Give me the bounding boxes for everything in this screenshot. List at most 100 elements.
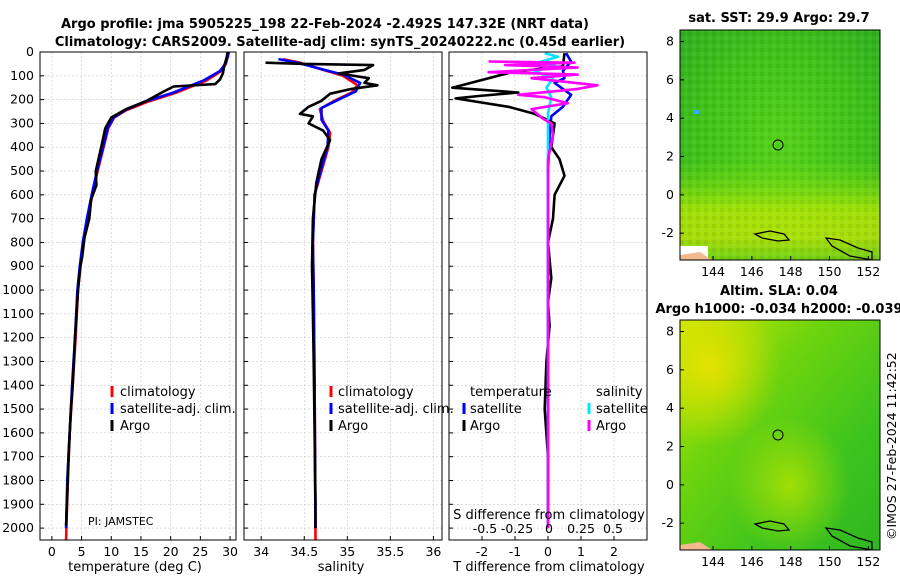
legend-label-argo: Argo	[120, 419, 150, 434]
y-tick-label: 200	[10, 92, 34, 107]
legend-label-argo: Argo	[338, 419, 368, 434]
series-line-salinity-argo	[487, 60, 599, 529]
difference-ticks: -2 -1 0 1 2	[449, 51, 618, 559]
y-tick-label: 600	[10, 187, 34, 202]
s-tick-label: -0.5	[473, 521, 497, 536]
salinity-axes-box	[243, 51, 443, 541]
sst-map-title: sat. SST: 29.9 Argo: 29.7	[688, 11, 869, 26]
sst-map-ticks: 144 146 148 150 152 8 6 4 2 0 -2	[662, 34, 881, 280]
difference-legend: temperature salinity satellite Argo sate…	[462, 385, 648, 434]
y-tick-label: 1500	[2, 401, 34, 416]
temperature-lines	[64, 51, 231, 541]
sst-map-frame	[679, 29, 881, 261]
y-tick-label: 800	[10, 234, 34, 249]
y-tick-label: 1600	[2, 425, 34, 440]
map-y-tick-label: 0	[666, 187, 674, 202]
map-x-tick-label: 144	[701, 554, 725, 569]
timestamp: ©IMOS 27-Feb-2024 11:42:52	[884, 352, 899, 540]
y-tick-label: 500	[10, 163, 34, 178]
x-tick-label: 10	[103, 544, 119, 559]
series-line-argo	[64, 51, 229, 526]
map-y-tick-label: 0	[666, 477, 674, 492]
s-diff-ticks: -0.5 -0.25 0 0.25 0.5	[473, 521, 623, 536]
y-tick-label: 1200	[2, 330, 34, 345]
legend-label-climatology: climatology	[120, 385, 196, 400]
y-tick-label: 300	[10, 115, 34, 130]
s-tick-label: 0	[545, 521, 553, 536]
x-tick-label: 20	[163, 544, 179, 559]
map-x-tick-label: 148	[779, 264, 803, 279]
pi-label: PI: JAMSTEC	[88, 515, 154, 528]
legend-label-s-argo: Argo	[596, 419, 626, 434]
y-tick-label: 100	[10, 68, 34, 83]
y-tick-label: 1100	[2, 306, 34, 321]
y-tick-label: 700	[10, 211, 34, 226]
legend-label-satellite-adj: satellite-adj. clim.	[120, 402, 236, 417]
sst-map: sat. SST: 29.9 Argo: 29.7 144 146 148 150 15…	[662, 11, 881, 279]
salinity-ticks: 34 34.5 35 35.5 36	[244, 51, 441, 559]
map-x-tick-label: 146	[740, 264, 764, 279]
legend-title-temperature: temperature	[470, 385, 552, 400]
sst-field-texture	[680, 30, 880, 260]
map-x-tick-label: 144	[701, 264, 725, 279]
temperature-ticks: 0100200300400500600700800900100011001200…	[2, 44, 238, 559]
map-x-tick-label: 148	[779, 554, 803, 569]
series-line-climatology	[64, 51, 230, 541]
t-diff-xlabel: T difference from climatology	[452, 560, 645, 575]
x-tick-label: 25	[192, 544, 208, 559]
sst-cold-pixel	[694, 110, 699, 114]
sla-map-title-line2: Argo h1000: -0.034 h2000: -0.039	[655, 302, 900, 317]
map-x-tick-label: 152	[856, 554, 880, 569]
map-x-tick-label: 150	[818, 264, 842, 279]
salinity-grid	[244, 51, 442, 540]
s-tick-label: 0.25	[567, 521, 595, 536]
map-y-tick-label: -2	[662, 515, 674, 530]
series-line-climatology	[282, 57, 359, 541]
x-tick-label: 1	[577, 544, 585, 559]
sla-coastline	[824, 527, 873, 550]
sla-coastline	[753, 520, 791, 532]
figure-title-line2: Climatology: CARS2009. Satellite-adj cli…	[55, 35, 625, 50]
sla-argo-marker	[772, 429, 784, 441]
difference-lines	[450, 51, 599, 529]
y-tick-label: 1400	[2, 377, 34, 392]
sst-argo-marker	[772, 139, 784, 151]
legend-label-t-satellite: satellite	[470, 402, 522, 417]
y-tick-label: 1300	[2, 353, 34, 368]
salinity-panel: 34 34.5 35 35.5 36 salinity climatology sate…	[243, 51, 454, 575]
x-tick-label: -2	[476, 544, 488, 559]
y-tick-label: 1700	[2, 449, 34, 464]
salinity-xlabel: salinity	[318, 560, 365, 575]
x-tick-label: 15	[133, 544, 149, 559]
temperature-grid	[40, 51, 236, 540]
sst-coastline	[753, 230, 791, 242]
temperature-panel: 0100200300400500600700800900100011001200…	[2, 44, 238, 575]
map-y-tick-label: 8	[666, 324, 674, 339]
figure-title-line1: Argo profile: jma 5905225_198 22-Feb-202…	[61, 17, 589, 32]
map-y-tick-label: -2	[662, 225, 674, 240]
x-tick-label: -1	[509, 544, 521, 559]
y-tick-label: 1800	[2, 472, 34, 487]
x-tick-label: 5	[78, 544, 86, 559]
legend-label-satellite-adj: satellite-adj. clim.	[338, 402, 454, 417]
y-tick-label: 900	[10, 258, 34, 273]
map-y-tick-label: 6	[666, 362, 674, 377]
legend-label-s-satellite: satellite	[596, 402, 648, 417]
temperature-legend: climatology satellite-adj. clim. Argo	[110, 385, 236, 434]
map-y-tick-label: 4	[666, 400, 674, 415]
x-tick-label: 0	[48, 544, 56, 559]
map-y-tick-label: 8	[666, 34, 674, 49]
sla-map-title-line1: Altim. SLA: 0.04	[720, 284, 838, 299]
map-x-tick-label: 152	[856, 264, 880, 279]
difference-panel: -2 -1 0 1 2 S difference from climatology -0…	[448, 51, 648, 575]
map-y-tick-label: 6	[666, 72, 674, 87]
legend-label-climatology: climatology	[338, 385, 414, 400]
y-tick-label: 1000	[2, 282, 34, 297]
x-tick-label: 34.5	[290, 544, 318, 559]
x-tick-label: 30	[222, 544, 238, 559]
temperature-axes-box	[39, 51, 237, 541]
s-tick-label: 0.5	[603, 521, 623, 536]
map-x-tick-label: 150	[818, 554, 842, 569]
x-tick-label: 35	[339, 544, 355, 559]
